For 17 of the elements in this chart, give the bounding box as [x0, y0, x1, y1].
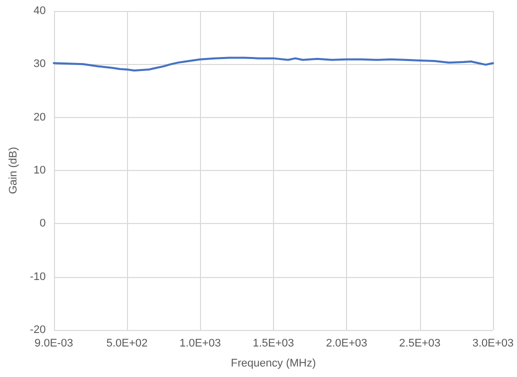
- x-tick-label: 2.5E+03: [399, 338, 440, 350]
- x-tick-label: 2.0E+03: [326, 338, 368, 350]
- x-tick-label: 9.0E-03: [34, 338, 74, 350]
- x-tick-label: 3.0E+03: [472, 338, 514, 350]
- y-tick-label: 10: [34, 164, 46, 176]
- y-tick-label: 20: [34, 111, 46, 124]
- x-tick-label: 5.0E+02: [106, 338, 148, 350]
- y-tick-label: 30: [34, 58, 46, 70]
- y-axis-title: Gain (dB): [8, 146, 20, 194]
- x-tick-label: 1.5E+03: [252, 338, 294, 350]
- y-tick-label: -10: [30, 270, 46, 283]
- x-tick-label: 1.0E+03: [180, 338, 221, 350]
- line-series: [52, 56, 494, 72]
- y-tick-label: -20: [30, 324, 46, 336]
- x-axis-title: Frequency (MHz): [230, 358, 316, 370]
- y-tick-label: 0: [40, 218, 46, 230]
- y-tick-label: 40: [34, 5, 46, 17]
